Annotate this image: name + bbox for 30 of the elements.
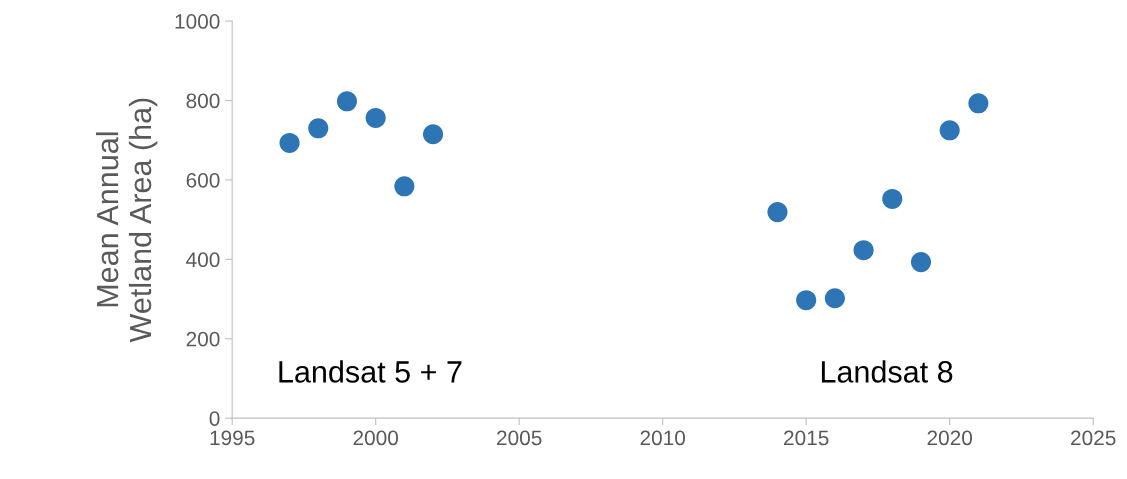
- y-tick-label: 600: [186, 172, 220, 188]
- y-tick-label: 400: [186, 252, 220, 268]
- point: [365, 107, 386, 129]
- point: [308, 118, 329, 139]
- point: [968, 93, 989, 114]
- annotation: Landsat 5 + 7: [279, 360, 462, 383]
- x-tick-label: 2005: [497, 430, 542, 446]
- point: [394, 176, 415, 197]
- point: [336, 91, 358, 112]
- y-tick-label: 1000: [175, 14, 220, 29]
- annotation: Landsat 8: [821, 360, 953, 383]
- y-tick-label: 800: [186, 93, 220, 109]
- point: [853, 240, 874, 261]
- x-tick-label: 2000: [353, 430, 399, 446]
- point: [882, 188, 903, 210]
- point: [939, 120, 960, 141]
- x-tick-label: 2025: [1071, 430, 1116, 446]
- point: [423, 124, 444, 145]
- x-tick-label: 1995: [210, 430, 255, 446]
- point: [824, 288, 845, 309]
- point: [910, 252, 932, 273]
- x-tick-label: 2020: [927, 430, 973, 446]
- point: [279, 132, 300, 154]
- y-tick-label: 0: [209, 411, 220, 426]
- y-axis-title: Mean Annual Wetland Area (ha): [95, 98, 158, 343]
- y-tick-label: 200: [186, 331, 220, 347]
- point: [796, 290, 817, 311]
- x-tick-label: 2010: [640, 430, 686, 446]
- x-tick-label: 2015: [784, 430, 829, 446]
- point: [767, 202, 788, 223]
